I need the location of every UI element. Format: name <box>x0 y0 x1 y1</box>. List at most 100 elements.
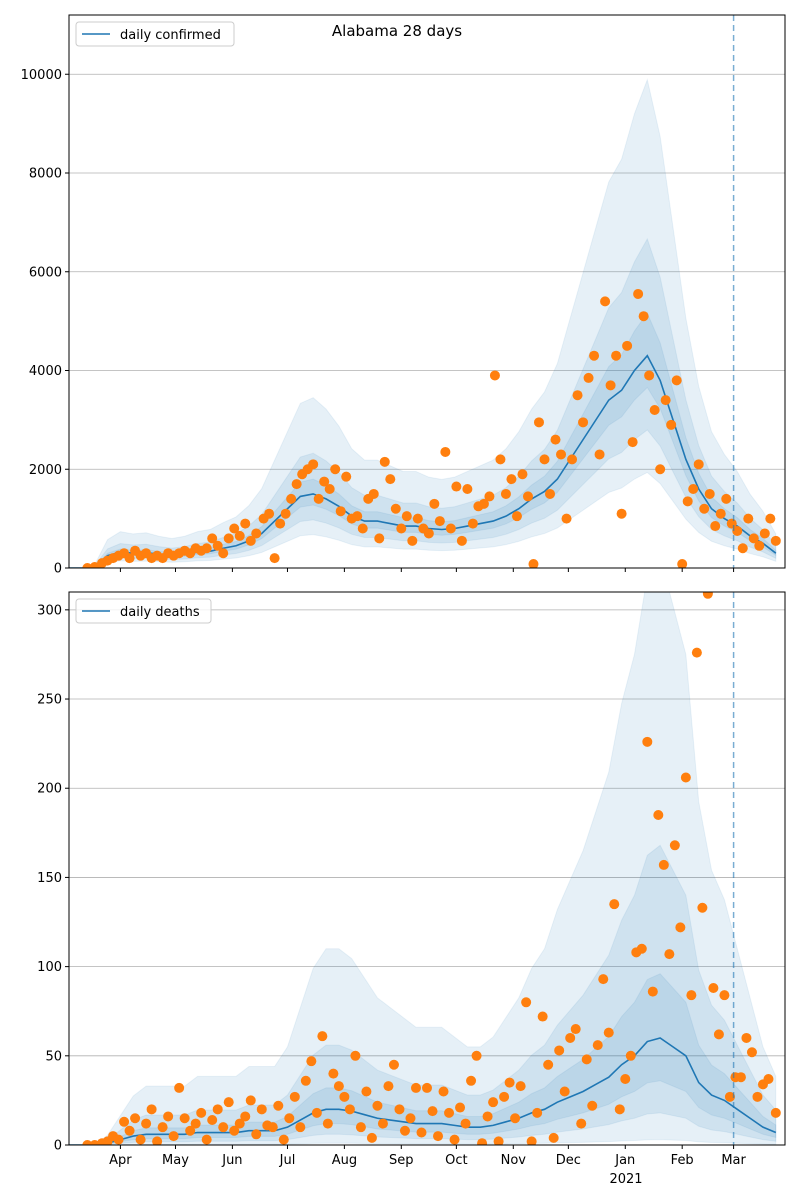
observed-point <box>163 1111 174 1122</box>
legend-deaths <box>75 598 212 624</box>
observed-point <box>218 548 229 559</box>
observed-point <box>401 511 412 522</box>
observed-point <box>647 986 658 997</box>
x-tick-label: Nov <box>501 1153 527 1168</box>
observed-point <box>168 1131 179 1142</box>
observed-point <box>627 437 638 448</box>
x-tick-label: Sep <box>389 1153 414 1168</box>
y-tick-label: 6000 <box>29 265 62 280</box>
observed-point <box>422 1082 432 1093</box>
observed-point <box>467 518 478 529</box>
y-tick-label: 100 <box>37 960 62 975</box>
observed-point <box>456 535 467 546</box>
observed-point <box>688 484 699 494</box>
observed-point <box>423 528 434 539</box>
observed-point <box>427 1106 438 1117</box>
observed-point <box>721 493 732 504</box>
observed-point <box>478 498 489 509</box>
observed-point <box>594 449 605 460</box>
observed-point <box>130 1113 141 1124</box>
y-tick-label: 2000 <box>29 463 62 478</box>
observed-point <box>399 1125 410 1136</box>
observed-point <box>770 535 781 546</box>
y-tick-label: 8000 <box>29 167 62 182</box>
observed-point <box>234 1118 245 1129</box>
observed-point <box>212 1104 223 1115</box>
observed-point <box>567 454 578 465</box>
observed-point <box>636 943 647 954</box>
observed-point <box>245 535 256 546</box>
observed-point <box>528 559 539 568</box>
observed-point <box>240 1111 251 1122</box>
observed-point <box>759 528 770 539</box>
observed-point <box>306 1056 317 1067</box>
observed-point <box>715 508 726 519</box>
observed-point <box>333 1081 344 1092</box>
observed-point <box>291 479 302 490</box>
observed-point <box>196 1107 207 1118</box>
observed-point <box>324 484 335 494</box>
observed-point <box>412 513 423 524</box>
observed-point <box>704 488 715 499</box>
observed-point <box>517 469 528 480</box>
observed-point <box>357 523 368 534</box>
x-tick-label: Jun <box>221 1153 242 1168</box>
observed-point <box>578 417 589 428</box>
observed-point <box>407 535 418 546</box>
legend-label: daily confirmed <box>120 28 221 43</box>
observed-point <box>499 1091 510 1102</box>
observed-point <box>119 1116 130 1127</box>
uncertainty-band <box>69 973 777 1145</box>
observed-point <box>708 983 719 994</box>
observed-point <box>383 1081 394 1092</box>
observed-point <box>429 498 440 509</box>
observed-point <box>548 1132 559 1143</box>
observed-point <box>565 1032 576 1043</box>
observed-point <box>559 1086 570 1097</box>
observed-point <box>267 1122 278 1133</box>
observed-point <box>576 1118 587 1129</box>
observed-point <box>433 1131 444 1142</box>
observed-point <box>611 350 622 361</box>
observed-point <box>350 1050 361 1061</box>
observed-point <box>322 1118 333 1129</box>
observed-point <box>328 1068 339 1079</box>
observed-point <box>352 511 363 522</box>
observed-point <box>765 513 776 524</box>
observed-point <box>556 449 567 460</box>
observed-point <box>317 1031 328 1042</box>
year-label: 2021 <box>609 1172 642 1187</box>
observed-point <box>223 1097 234 1108</box>
observed-point <box>686 990 697 1001</box>
observed-point <box>201 543 212 554</box>
confirmed-panel: 0 2000 4000 6000 8000 10000 <box>21 14 786 577</box>
observed-point <box>385 474 396 485</box>
observed-point <box>240 518 251 529</box>
observed-point <box>377 1118 388 1129</box>
x-tick-label: Aug <box>332 1153 357 1168</box>
observed-point <box>510 1113 521 1124</box>
observed-point <box>185 1125 196 1136</box>
uncertainty-band <box>69 237 777 568</box>
x-tick-label: Dec <box>556 1153 581 1168</box>
observed-point <box>693 459 704 470</box>
observed-point <box>434 516 445 527</box>
plot-area <box>69 77 781 568</box>
observed-point <box>603 1027 614 1038</box>
y-tick-label: 300 <box>37 603 62 618</box>
observed-point <box>500 488 511 499</box>
observed-point <box>763 1073 774 1084</box>
observed-point <box>581 1054 592 1065</box>
observed-point <box>504 1077 515 1088</box>
observed-point <box>583 372 594 383</box>
observed-point <box>396 523 407 534</box>
observed-point <box>675 922 686 933</box>
observed-point <box>620 1073 631 1084</box>
observed-point <box>732 525 743 536</box>
observed-point <box>748 533 759 544</box>
observed-point <box>449 1134 460 1145</box>
observed-point <box>179 1113 190 1124</box>
observed-point <box>622 340 633 351</box>
observed-point <box>275 518 286 529</box>
x-tick-label: Mar <box>721 1153 746 1168</box>
